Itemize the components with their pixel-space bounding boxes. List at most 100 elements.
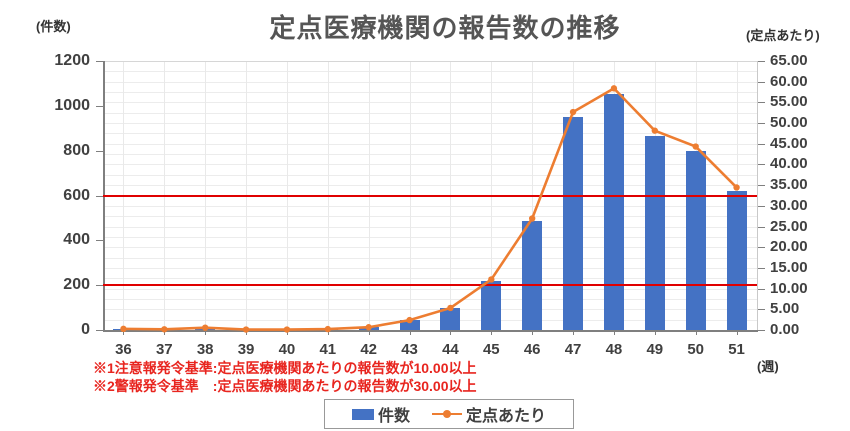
note-caution: ※1注意報発令基準:定点医療機関あたりの報告数が10.00以上: [93, 360, 477, 376]
right-axis-tick-label: 20.00: [770, 238, 808, 256]
bar-week-45: [481, 280, 502, 330]
right-axis-tick: [758, 185, 765, 187]
left-axis-tick: [96, 285, 103, 287]
right-axis-tick: [758, 267, 765, 269]
x-tick-45: [491, 331, 493, 335]
left-axis-tick: [96, 330, 103, 331]
bar-week-51: [726, 191, 747, 330]
x-label-40: 40: [278, 341, 296, 358]
right-axis-tick: [758, 309, 765, 311]
right-axis-tick: [758, 247, 765, 249]
x-label-41: 41: [319, 341, 337, 358]
x-label-39: 39: [237, 341, 255, 358]
right-axis-tick-label: 10.00: [770, 279, 808, 297]
x-label-47: 47: [564, 341, 582, 358]
left-axis-tick: [96, 150, 103, 152]
right-axis-title: (定点あたり): [746, 28, 820, 43]
line-marker-dot: [443, 410, 451, 418]
h-gridline: [103, 112, 757, 114]
h-gridline: [103, 123, 757, 125]
left-axis-tick: [96, 61, 103, 62]
right-axis-tick-label: 45.00: [770, 134, 808, 152]
left-axis-tick-label: 800: [63, 141, 90, 159]
legend-item-line: 定点あたり: [432, 402, 546, 426]
bar-week-47: [563, 117, 584, 330]
line-marker-icon: [432, 410, 462, 419]
bar-week-46: [522, 221, 543, 330]
left-axis-tick-label: 1000: [54, 96, 90, 114]
right-axis-tick-label: 50.00: [770, 114, 808, 132]
h-gridline: [103, 133, 757, 135]
x-tick-42: [368, 331, 370, 335]
right-axis-tick: [758, 164, 765, 166]
left-axis-tick-label: 600: [63, 186, 90, 204]
x-tick-36: [123, 331, 125, 335]
plot-border-right: [757, 61, 758, 331]
h-gridline: [103, 92, 757, 94]
x-tick-37: [164, 331, 166, 335]
left-axis-tick: [96, 195, 103, 197]
x-axis-title: (週): [757, 359, 779, 374]
x-tick-41: [327, 331, 329, 335]
right-axis-tick-label: 5.00: [770, 300, 800, 318]
x-tick-46: [532, 331, 534, 335]
right-axis-tick-label: 15.00: [770, 258, 808, 276]
right-axis-tick: [758, 123, 765, 125]
x-label-43: 43: [401, 341, 418, 358]
x-tick-48: [613, 331, 615, 335]
bar-week-44: [440, 308, 461, 330]
x-label-42: 42: [360, 341, 378, 358]
reference-line-2: [103, 284, 757, 287]
right-axis-tick-label: 60.00: [770, 72, 808, 90]
x-tick-44: [450, 331, 452, 335]
bar-week-50: [685, 151, 706, 330]
h-gridline: [103, 102, 757, 104]
x-tick-50: [695, 331, 697, 335]
left-axis-tick-label: 0: [81, 321, 90, 338]
x-label-46: 46: [523, 341, 541, 358]
right-axis-tick-label: 55.00: [770, 93, 808, 111]
legend-item-bar: 件数: [351, 402, 410, 426]
x-tick-40: [286, 331, 288, 335]
left-axis-tick: [96, 240, 103, 242]
threshold-notes: ※1注意報発令基準:定点医療機関あたりの報告数が10.00以上 ※2警報発令基準…: [93, 359, 476, 395]
right-axis-tick-label: 40.00: [770, 155, 808, 173]
x-label-50: 50: [687, 341, 705, 358]
bar-week-48: [603, 94, 624, 330]
right-axis-tick: [758, 288, 765, 290]
note-alert: ※2警報発令基準 :定点医療機関あたりの報告数が30.00以上: [93, 378, 477, 394]
x-tick-47: [573, 331, 575, 335]
left-axis-tick-label: 200: [63, 276, 90, 294]
x-label-51: 51: [728, 341, 745, 358]
left-axis-tick: [96, 105, 103, 107]
right-axis-tick: [758, 61, 765, 62]
x-tick-43: [409, 331, 411, 335]
legend-label-bar: 件数: [377, 408, 410, 425]
legend-label-line: 定点あたり: [466, 408, 547, 425]
right-axis-tick: [758, 205, 765, 207]
x-label-48: 48: [605, 341, 623, 358]
right-axis-tick: [758, 143, 765, 145]
bar-swatch-icon: [351, 408, 374, 420]
right-axis-tick-label: 0.00: [770, 321, 800, 338]
h-gridline: [103, 81, 757, 83]
right-axis-tick-label: 30.00: [770, 196, 808, 214]
x-tick-38: [205, 331, 207, 335]
right-axis-tick: [758, 330, 765, 331]
legend: 件数 定点あたり: [324, 399, 574, 429]
h-gridline: [103, 71, 757, 73]
x-label-38: 38: [196, 341, 214, 358]
plot-border-top: [103, 61, 757, 62]
bar-week-43: [399, 320, 420, 330]
right-axis-tick: [758, 102, 765, 104]
right-axis-tick-label: 35.00: [770, 176, 808, 194]
left-axis-tick-label: 1200: [54, 52, 90, 69]
x-axis-line: [103, 330, 758, 332]
x-tick-51: [736, 331, 738, 335]
right-axis-tick-label: 25.00: [770, 217, 808, 235]
x-label-45: 45: [482, 341, 500, 358]
x-tick-49: [654, 331, 656, 335]
x-label-44: 44: [442, 341, 459, 358]
x-label-49: 49: [646, 341, 664, 358]
